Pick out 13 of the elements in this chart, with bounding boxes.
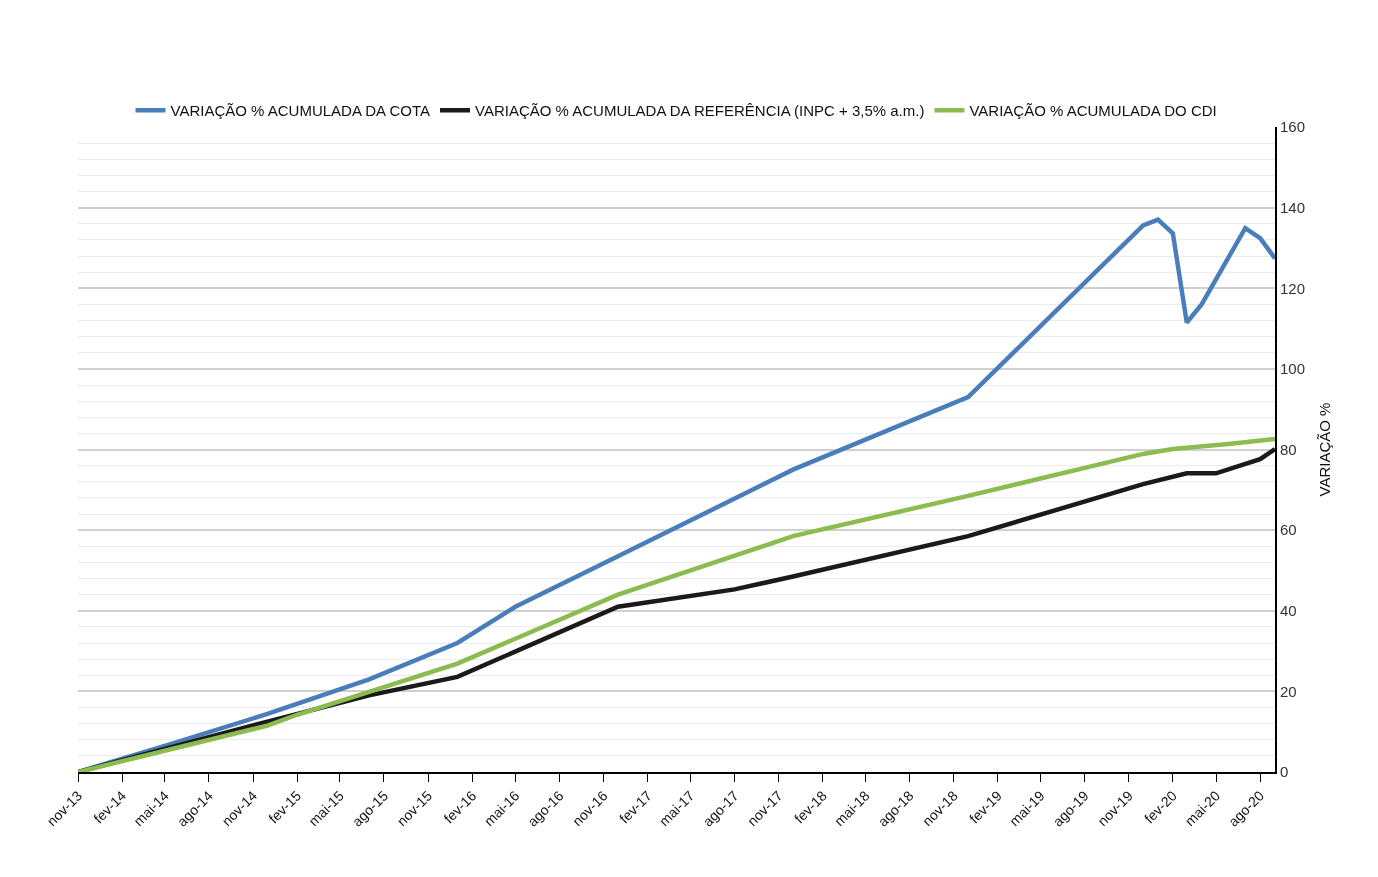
y-tick-label: 100 [1280,360,1306,378]
y-tick-label: 160 [1280,118,1306,136]
legend-label: VARIAÇÃO % ACUMULADA DO CDI [969,102,1217,120]
legend-label: VARIAÇÃO % ACUMULADA DA REFERÊNCIA (INPC + 3,5% a.m.) [475,102,925,120]
y-tick-label: 40 [1280,602,1297,619]
y-tick-label: 20 [1280,682,1297,700]
y-axis-title: VARIAÇÃO % [1315,402,1333,497]
y-tick-label: 60 [1280,521,1297,539]
y-tick-label: 140 [1280,198,1306,216]
y-tick-label: 120 [1280,279,1306,297]
legend-label: VARIAÇÃO % ACUMULADA DA COTA [170,102,431,120]
y-tick-label: 80 [1280,440,1297,458]
y-tick-label: 0 [1280,763,1289,781]
